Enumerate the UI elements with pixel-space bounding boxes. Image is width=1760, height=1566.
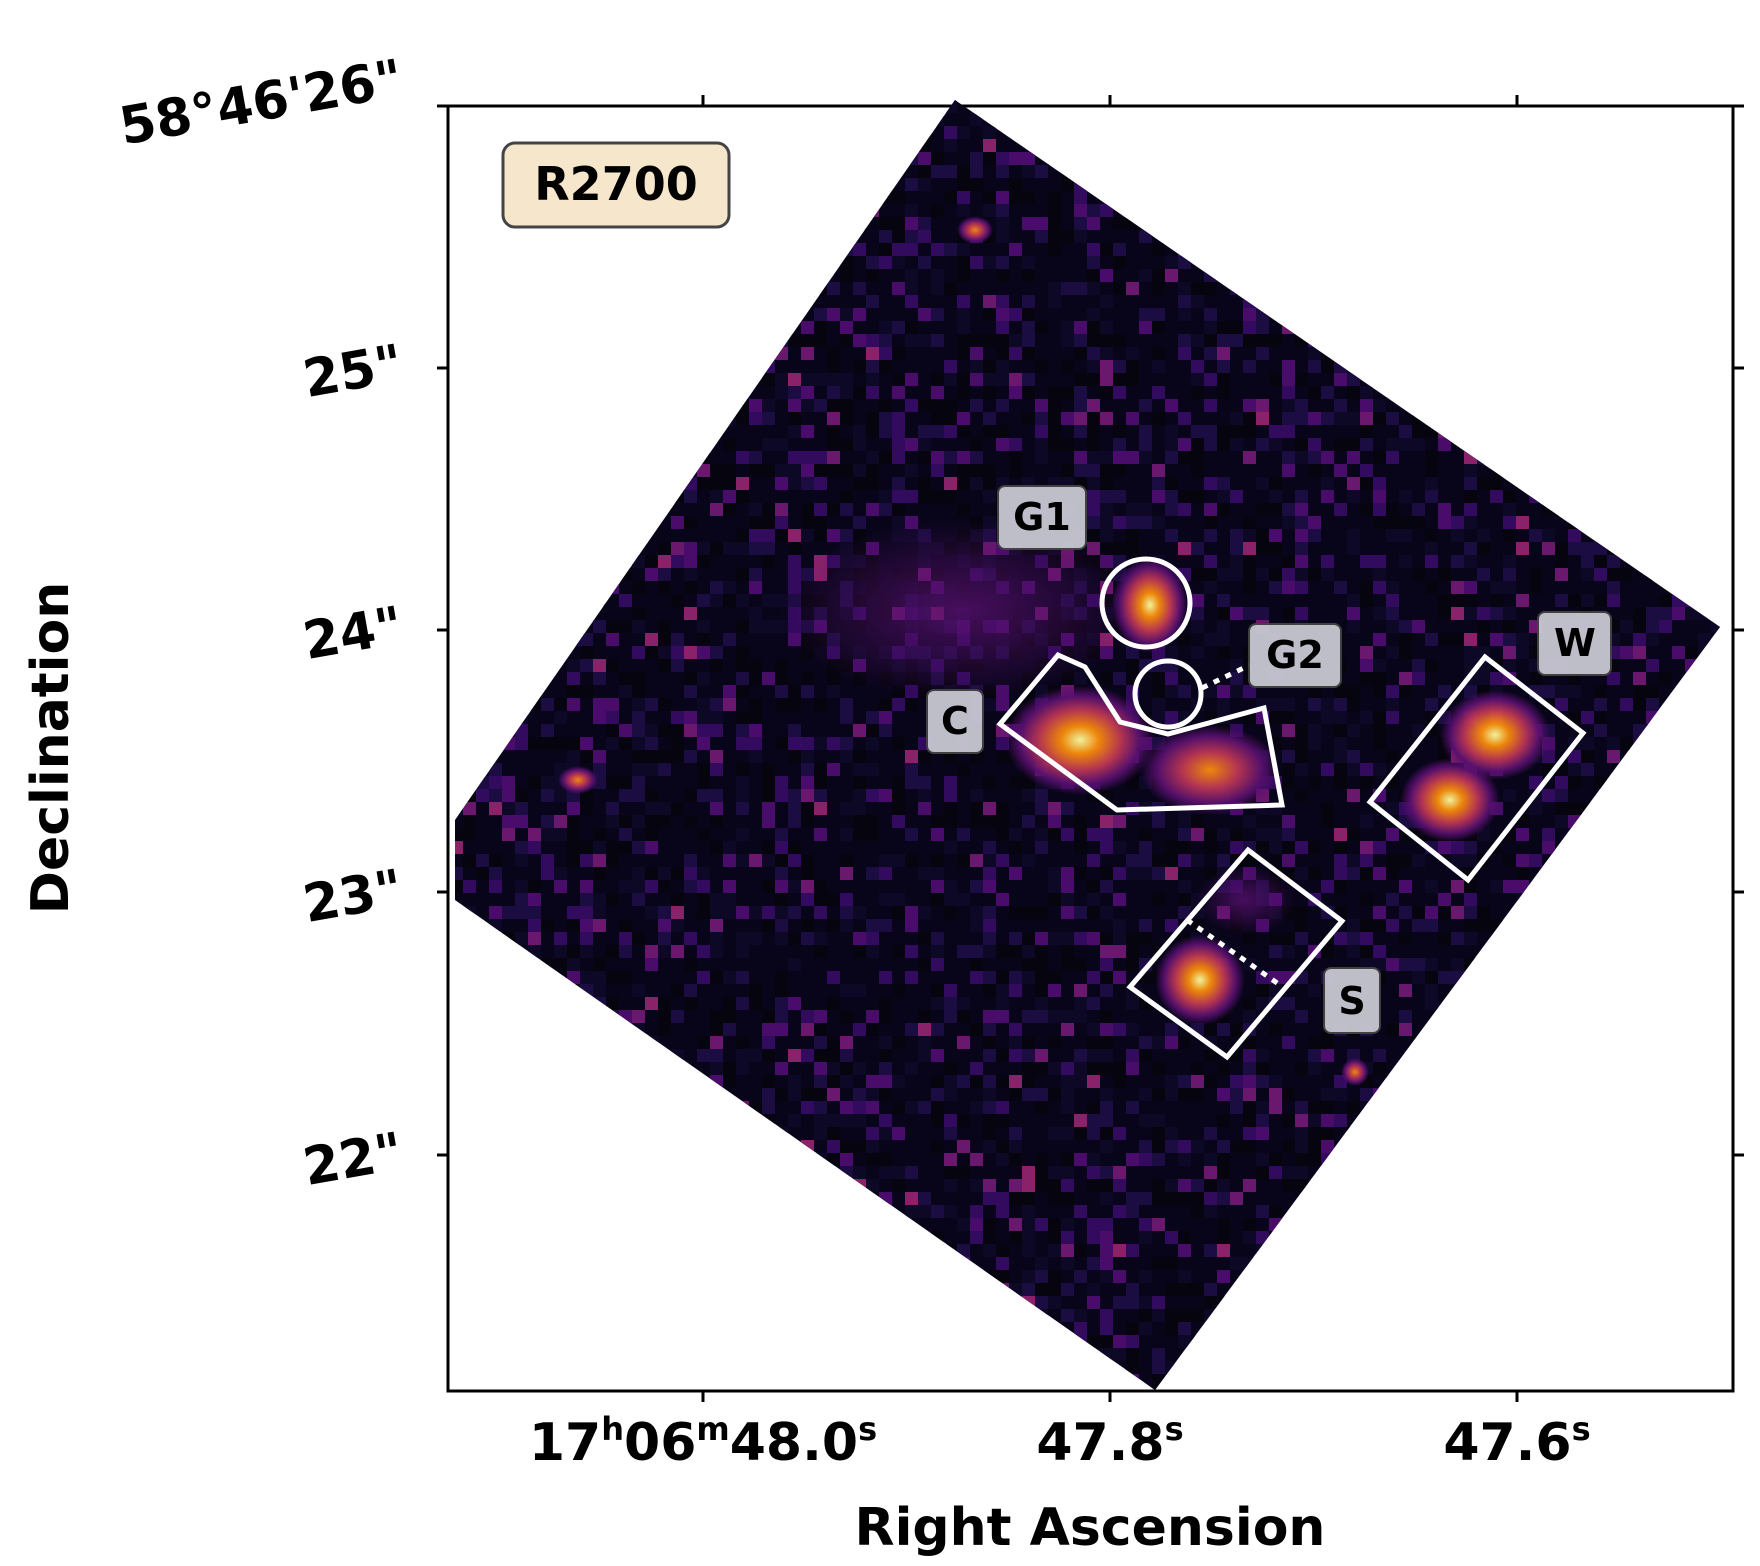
x-axis-title: Right Ascension <box>855 1498 1326 1558</box>
g2-leader-line <box>1200 662 1252 691</box>
y-axis-title: Declination <box>21 582 81 914</box>
region-label-w: W <box>1537 611 1612 676</box>
panel-label-box: R2700 <box>501 141 731 229</box>
region-w-outline <box>1366 653 1587 884</box>
y-tick-label-26: 58°46'26" <box>115 49 407 158</box>
y-tick-label-25: 25" <box>299 334 407 410</box>
region-label-c-text: C <box>941 699 969 743</box>
x-tick-label-48: 17h06m48.0s <box>529 1410 877 1473</box>
region-label-g2-text: G2 <box>1266 633 1324 677</box>
x-tick-label-47-8: 47.8s <box>1036 1410 1183 1473</box>
emission-glow <box>558 216 1550 1086</box>
region-s-outline <box>1126 846 1346 1061</box>
region-label-g2: G2 <box>1248 623 1342 688</box>
region-label-g1: G1 <box>997 485 1087 550</box>
panel-label: R2700 <box>534 157 697 211</box>
region-label-g1-text: G1 <box>1013 495 1071 539</box>
x-tick-label-47-6: 47.6s <box>1443 1410 1590 1473</box>
region-label-s-text: S <box>1338 979 1365 1023</box>
region-c-outline <box>996 651 1285 813</box>
y-tick-label-24: 24" <box>299 596 407 672</box>
region-label-c: C <box>926 689 984 754</box>
region-label-w-text: W <box>1554 621 1596 665</box>
region-label-s: S <box>1323 967 1381 1034</box>
y-tick-label-22: 22" <box>299 1122 407 1198</box>
s-divider-line <box>1185 917 1282 988</box>
y-tick-label-23: 23" <box>299 859 407 935</box>
region-g1-outline <box>1099 556 1193 650</box>
region-outlines <box>996 556 1587 1061</box>
tick-marks <box>437 95 1744 1402</box>
region-g2-outline <box>1132 658 1204 730</box>
region-leaders <box>1185 662 1282 988</box>
